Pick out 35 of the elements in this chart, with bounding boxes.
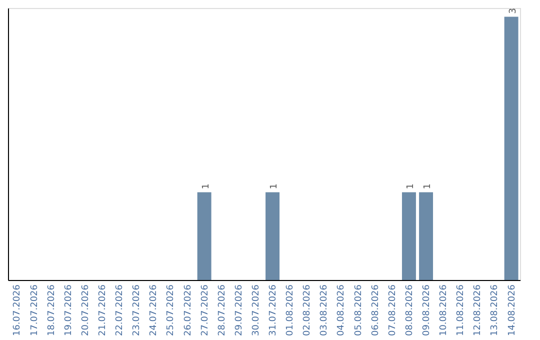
x-tick-label: 10.08.2026 [439, 284, 450, 336]
x-tick-label: 23.07.2026 [132, 284, 142, 336]
x-tick-label: 08.08.2026 [404, 284, 415, 336]
x-tick-label: 13.08.2026 [490, 284, 500, 336]
data-label: 3 [508, 8, 518, 14]
data-label: 1 [423, 184, 434, 190]
x-tick-label: 04.08.2026 [336, 284, 347, 336]
x-tick-label: 11.08.2026 [456, 284, 466, 336]
x-tick-label: 09.08.2026 [422, 284, 432, 336]
data-label: 1 [201, 184, 212, 190]
x-tick-label: 06.08.2026 [370, 284, 381, 336]
x-tick-label: 05.08.2026 [354, 284, 364, 336]
data-label: 1 [406, 184, 416, 190]
x-tick-label: 01.08.2026 [286, 284, 296, 336]
x-tick-label: 20.07.2026 [80, 284, 91, 336]
x-tick-label: 18.07.2026 [46, 284, 57, 336]
x-tick-label: 21.07.2026 [98, 284, 108, 336]
x-tick-label: 19.07.2026 [64, 284, 74, 336]
x-tick-label: 25.07.2026 [166, 284, 176, 336]
x-tick-label: 29.07.2026 [234, 284, 244, 336]
data-label: 1 [270, 184, 280, 190]
x-tick-label: 12.08.2026 [473, 284, 484, 336]
x-tick-label: 03.08.2026 [320, 284, 330, 336]
x-tick-label: 17.07.2026 [30, 284, 40, 336]
x-tick-label: 02.08.2026 [302, 284, 313, 336]
x-tick-label: 16.07.2026 [12, 284, 23, 336]
x-tick-label: 22.07.2026 [115, 284, 126, 336]
x-tick-label: 28.07.2026 [217, 284, 228, 336]
x-tick-label: 24.07.2026 [149, 284, 160, 336]
x-tick-label: 26.07.2026 [183, 284, 194, 336]
x-tick-label: 30.07.2026 [251, 284, 262, 336]
x-tick-label: 07.08.2026 [388, 284, 398, 336]
x-tick-label: 14.08.2026 [507, 284, 518, 336]
x-tick-label: 27.07.2026 [200, 284, 210, 336]
x-tick-label: 31.07.2026 [268, 284, 279, 336]
